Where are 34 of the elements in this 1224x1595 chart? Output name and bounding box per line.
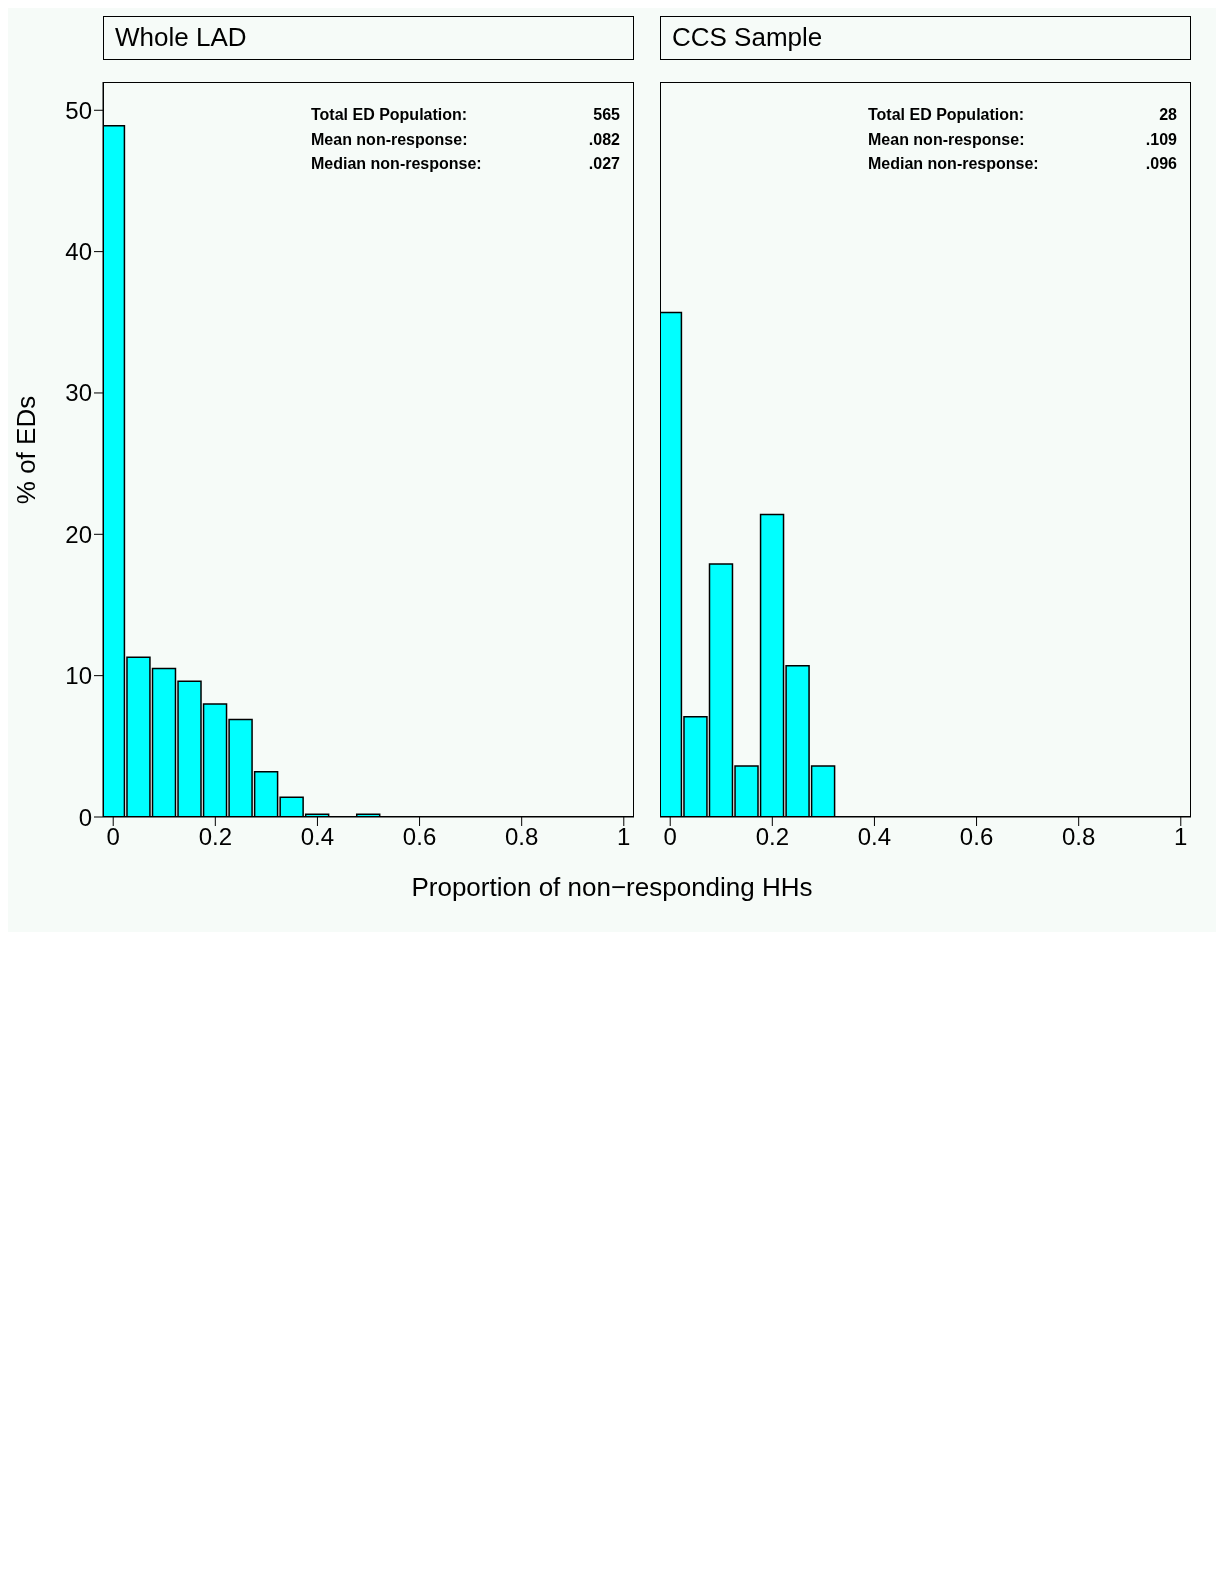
x-tick-label: 0.2: [198, 823, 233, 851]
x-tick-label: 0: [106, 823, 120, 851]
y-tick-label: 0: [78, 803, 92, 831]
annotation: Mean non-response:: [311, 130, 468, 150]
annotation: .109: [1145, 130, 1177, 150]
annotation: Median non-response:: [868, 154, 1039, 174]
y-tick-label: 10: [65, 662, 92, 690]
annotation: Total ED Population:: [311, 105, 468, 125]
x-tick-label: 0.6: [959, 823, 994, 851]
x-tick-label: 0.2: [755, 823, 790, 851]
x-tick-label: 0.6: [402, 823, 437, 851]
annotation: .082: [588, 130, 620, 150]
x-tick-label: 0: [663, 823, 677, 851]
y-tick-label: 30: [65, 379, 92, 407]
x-tick-label: 1: [617, 823, 631, 851]
annotation: 28: [1159, 105, 1177, 125]
annotation: .096: [1145, 154, 1177, 174]
x-tick-label: 0.8: [1061, 823, 1096, 851]
y-axis-title: % of EDs: [10, 395, 42, 504]
annotation: .027: [588, 154, 620, 174]
x-tick-label: 0.4: [300, 823, 335, 851]
annotation: Mean non-response:: [868, 130, 1025, 150]
annotation: Median non-response:: [311, 154, 482, 174]
chart-title: Whole LAD: [103, 16, 634, 60]
x-axis-title: Proportion of non−responding HHs: [410, 872, 814, 903]
annotation: 565: [593, 105, 620, 125]
annotation: Total ED Population:: [868, 105, 1025, 125]
y-tick-label: 20: [65, 520, 92, 548]
y-tick-label: 50: [65, 96, 92, 124]
x-tick-label: 1: [1174, 823, 1188, 851]
y-tick-label: 40: [65, 238, 92, 266]
x-tick-label: 0.8: [504, 823, 539, 851]
x-tick-label: 0.4: [857, 823, 892, 851]
chart-title: CCS Sample: [660, 16, 1191, 60]
